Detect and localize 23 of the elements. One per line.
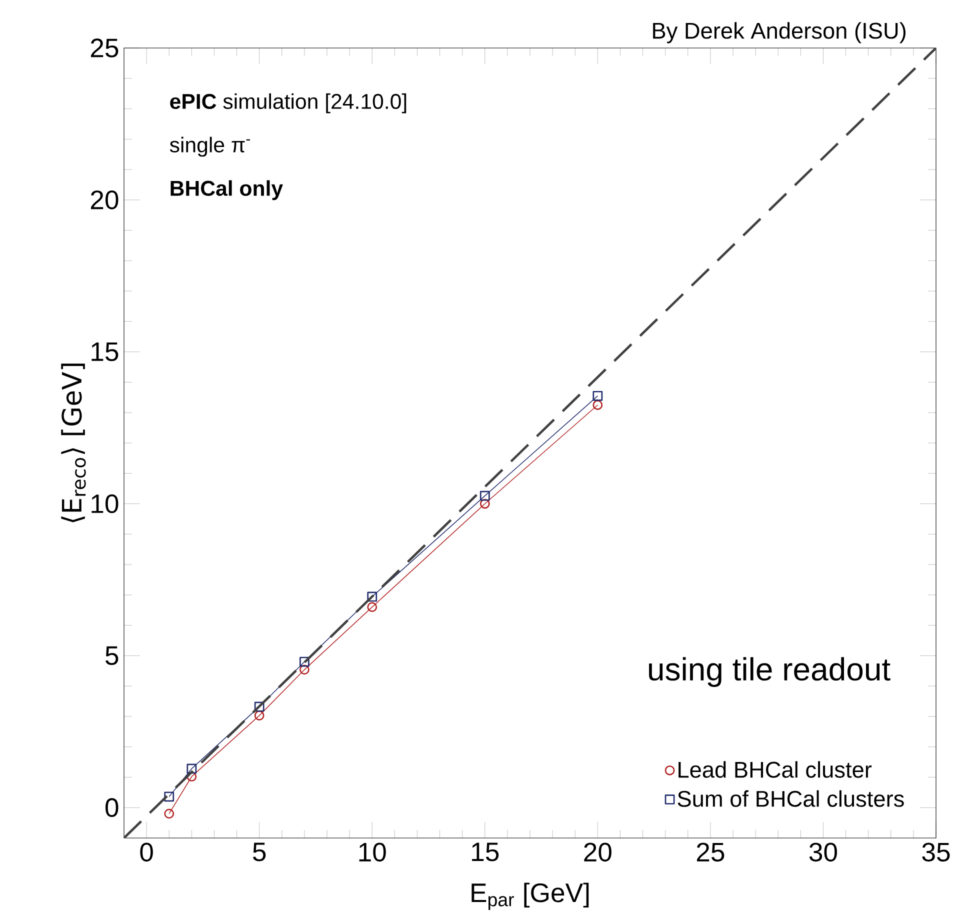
y-axis-title: ⟨E$_{reco}$⟩ [GeV]	[61, 364, 86, 522]
x-tick-label: 25	[696, 842, 724, 862]
annotation: using tile readout	[649, 657, 890, 688]
text: By Derek Anderson (ISU)	[653, 22, 906, 44]
y-tick-label: 25	[90, 38, 118, 58]
x-tick-label: 15	[472, 842, 499, 862]
legend-label: Sum of BHCal clusters	[678, 790, 904, 807]
y-tick-label: 20	[90, 190, 118, 210]
annotation: single π$^{-}$	[170, 136, 250, 157]
y-tick-label: 15	[92, 342, 118, 362]
y-tick-label: 5	[106, 646, 118, 665]
legend-label: Lead BHCal cluster	[678, 761, 872, 778]
x-tick-label: 35	[922, 842, 950, 862]
annotation: BHCal only	[170, 180, 283, 200]
y-tick-label: 0	[106, 798, 118, 818]
x-tick-label: 10	[359, 842, 386, 862]
x-tick-label: 0	[140, 842, 153, 862]
x-tick-label: 20	[584, 842, 612, 862]
x-axis-title: E$_{par}$ [GeV]	[472, 882, 589, 910]
x-tick-label: 5	[252, 842, 266, 862]
x-tick-label: 30	[809, 842, 838, 862]
annotation: ePIC simulation [24.10.0]	[170, 93, 406, 114]
y-tick-label: 10	[92, 494, 118, 514]
